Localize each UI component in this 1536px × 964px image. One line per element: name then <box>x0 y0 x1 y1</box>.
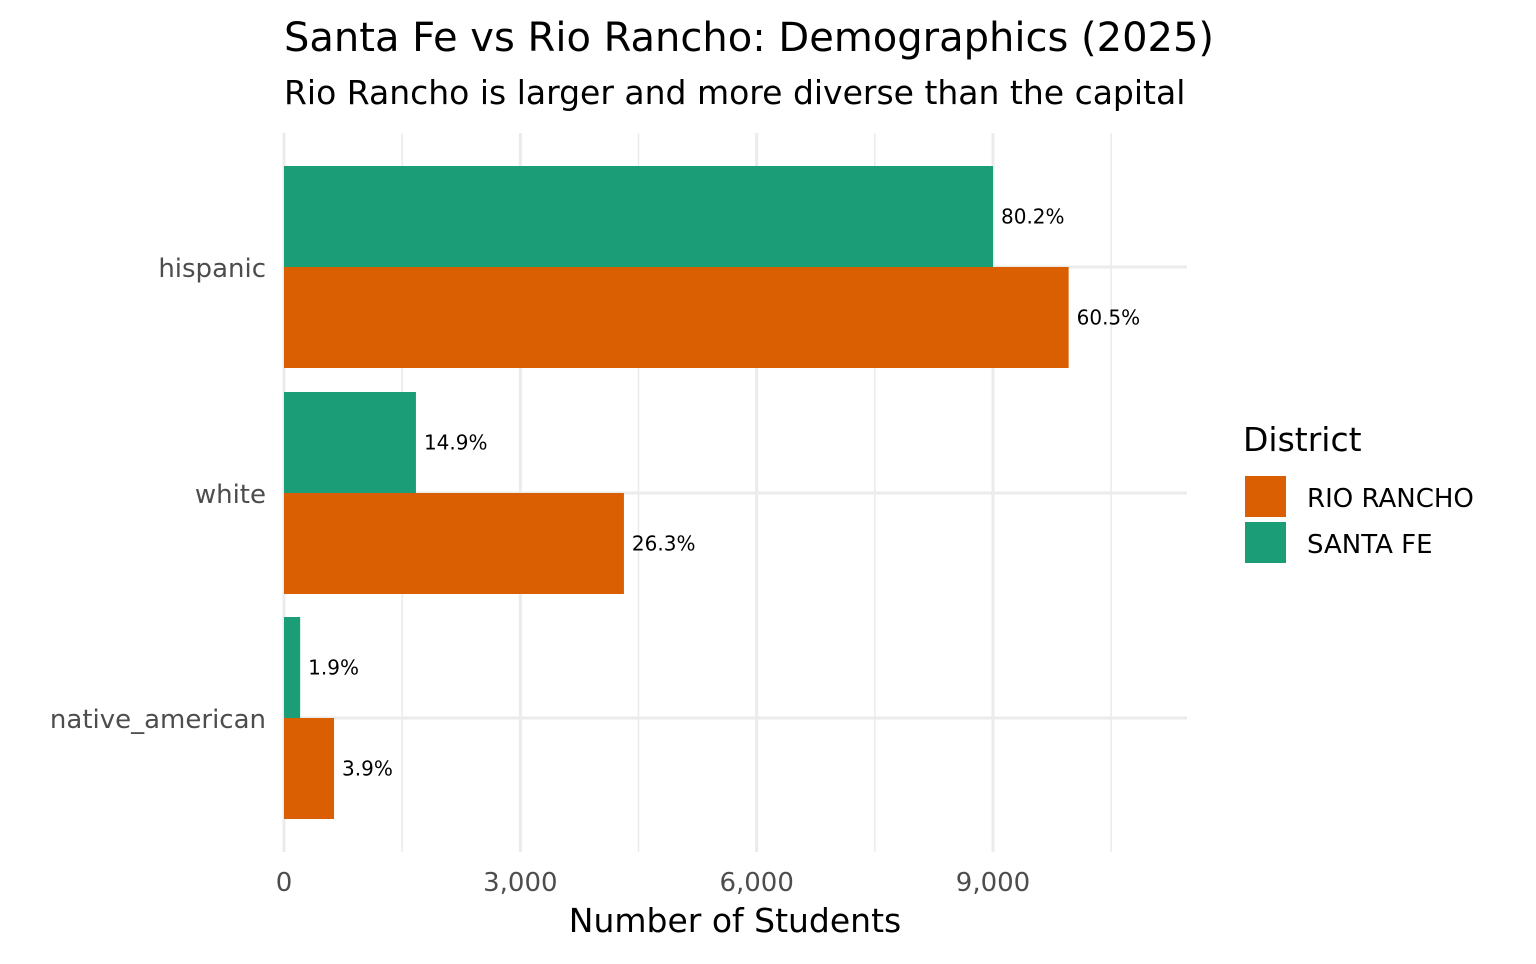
bars <box>284 166 1069 819</box>
bar-santa-fe-hispanic <box>284 166 993 267</box>
legend-title: District <box>1243 420 1362 459</box>
bar-santa-fe-white <box>284 392 416 493</box>
x-axis-tick-labels: 0 3,000 6,000 9,000 <box>276 868 1030 898</box>
y-tick-label: white <box>195 480 266 510</box>
x-axis-title: Number of Students <box>569 901 901 940</box>
legend-label: RIO RANCHO <box>1307 484 1474 514</box>
legend: District RIO RANCHO SANTA FE <box>1243 420 1474 563</box>
data-label: 80.2% <box>1001 205 1065 229</box>
data-label: 26.3% <box>632 532 696 556</box>
data-label: 3.9% <box>342 757 393 781</box>
legend-swatch <box>1245 476 1286 517</box>
bar-rio-rancho-white <box>284 493 624 594</box>
y-axis-tick-labels: hispanic white native_american <box>50 254 266 735</box>
x-tick-label: 9,000 <box>956 868 1030 898</box>
bar-rio-rancho-native_american <box>284 718 335 819</box>
data-label: 60.5% <box>1077 306 1141 330</box>
chart-title: Santa Fe vs Rio Rancho: Demographics (20… <box>284 15 1214 61</box>
y-tick-label: hispanic <box>158 254 266 284</box>
data-label: 1.9% <box>308 656 359 680</box>
bar-santa-fe-native_american <box>284 617 301 718</box>
bar-labels: 80.2% 60.5% 14.9% 26.3% 1.9% 3.9% <box>308 205 1140 781</box>
chart-subtitle: Rio Rancho is larger and more diverse th… <box>284 73 1185 112</box>
x-tick-label: 6,000 <box>719 868 793 898</box>
bar-rio-rancho-hispanic <box>284 267 1069 368</box>
legend-label: SANTA FE <box>1307 530 1433 560</box>
legend-swatch <box>1245 522 1286 563</box>
x-tick-label: 0 <box>276 868 293 898</box>
data-label: 14.9% <box>424 431 488 455</box>
y-tick-label: native_american <box>50 705 266 735</box>
x-tick-label: 3,000 <box>483 868 557 898</box>
